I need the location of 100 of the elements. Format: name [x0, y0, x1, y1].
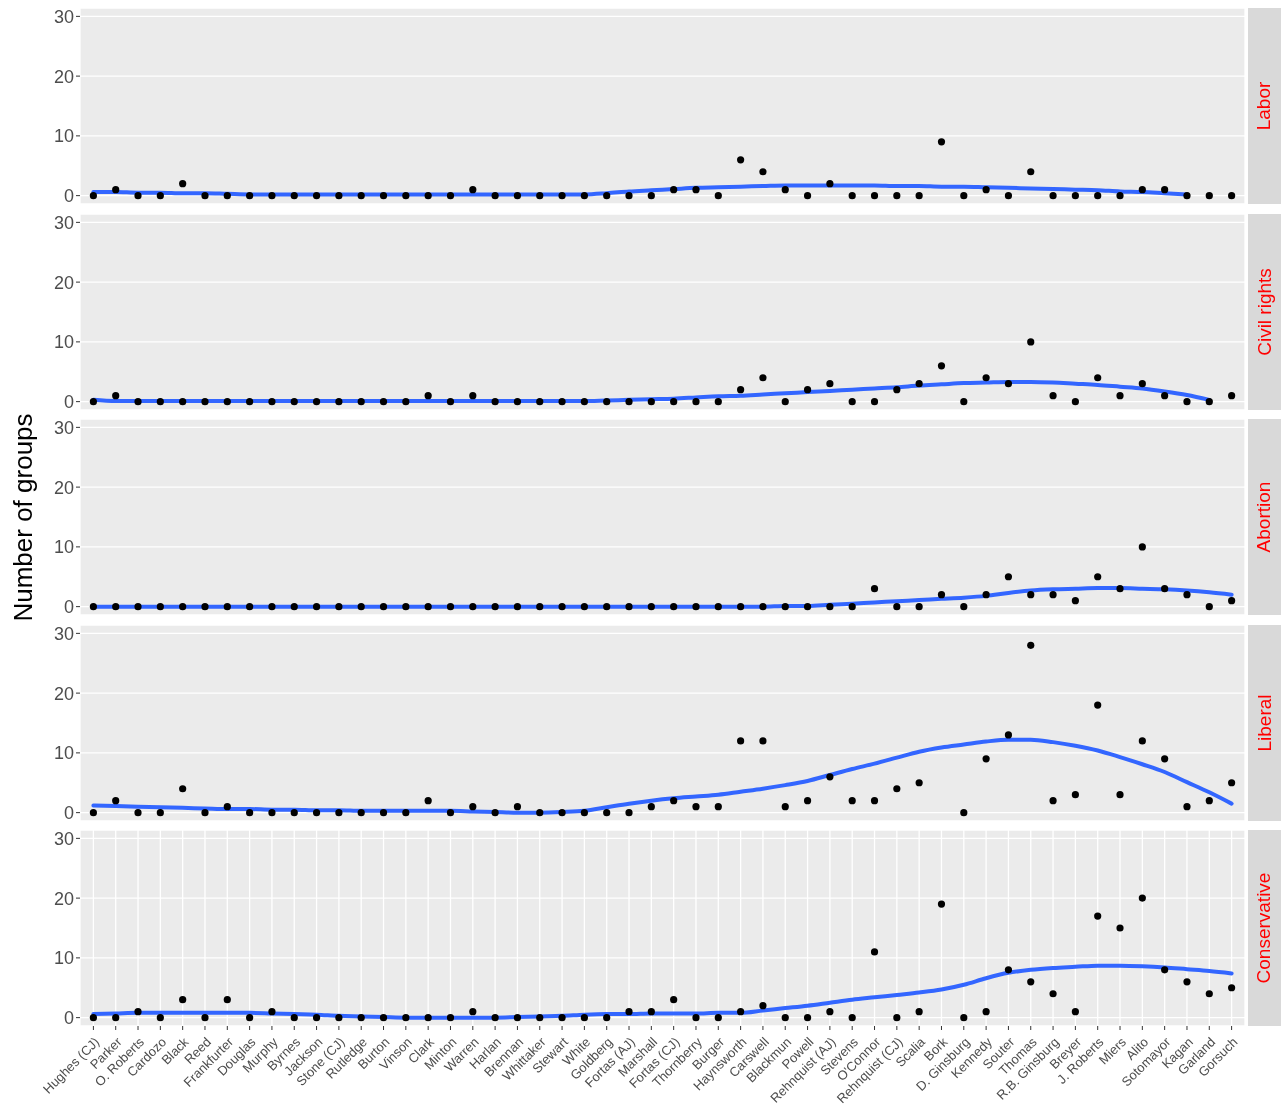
point	[893, 784, 901, 792]
point	[603, 808, 611, 816]
point	[312, 603, 321, 611]
point	[156, 192, 164, 200]
point	[223, 996, 231, 1004]
y-tick-label: 30	[53, 417, 74, 438]
point	[915, 1008, 923, 1016]
point	[803, 385, 812, 393]
point	[290, 192, 298, 200]
point	[647, 1008, 655, 1016]
point	[1228, 597, 1236, 605]
point	[1071, 1008, 1079, 1016]
point	[1183, 397, 1191, 405]
point	[1138, 894, 1146, 902]
point	[268, 808, 276, 816]
point	[1094, 912, 1102, 920]
point	[156, 397, 164, 405]
y-axis-title: Number of groups	[7, 412, 39, 622]
point	[670, 186, 678, 194]
point	[647, 397, 655, 405]
point	[1027, 337, 1035, 345]
point	[513, 1014, 522, 1022]
y-tick-label: 10	[53, 948, 74, 969]
y-tick-label: 10	[53, 331, 74, 352]
point	[692, 603, 700, 611]
point	[223, 802, 231, 810]
point	[89, 1014, 97, 1022]
y-tick-label: 0	[63, 186, 74, 207]
point	[759, 1002, 767, 1010]
point	[1138, 186, 1146, 194]
point	[446, 1014, 455, 1022]
point	[714, 802, 722, 810]
point	[893, 603, 901, 611]
point	[1027, 591, 1035, 599]
point	[89, 808, 97, 816]
point	[1205, 990, 1213, 998]
point	[357, 603, 365, 611]
point	[379, 1014, 388, 1022]
point	[870, 397, 879, 405]
point	[1004, 379, 1013, 387]
point	[1205, 603, 1213, 611]
point	[1161, 585, 1169, 593]
text: Conservative	[1253, 872, 1276, 984]
point	[246, 192, 254, 200]
point	[759, 168, 767, 176]
point	[312, 192, 321, 200]
point	[201, 1014, 209, 1022]
point	[268, 1008, 276, 1016]
point	[402, 397, 410, 405]
point	[89, 603, 97, 611]
point	[513, 397, 522, 405]
point	[134, 603, 142, 611]
point	[424, 391, 432, 399]
point	[692, 1014, 700, 1022]
point	[112, 1014, 120, 1022]
point	[870, 948, 879, 956]
point	[937, 138, 946, 146]
point	[960, 603, 968, 611]
point	[759, 373, 767, 381]
point	[826, 603, 834, 611]
point	[580, 1014, 588, 1022]
y-tick-label: 10	[53, 742, 74, 763]
point	[1228, 984, 1236, 992]
point	[1205, 397, 1213, 405]
point	[201, 192, 209, 200]
point	[379, 808, 388, 816]
point	[893, 1014, 901, 1022]
point	[781, 186, 789, 194]
point	[625, 397, 633, 405]
point	[379, 192, 388, 200]
point	[737, 156, 745, 164]
point	[312, 1014, 321, 1022]
point	[246, 1014, 254, 1022]
point	[558, 397, 566, 405]
point	[848, 796, 856, 804]
point	[335, 603, 343, 611]
point	[848, 397, 856, 405]
point	[491, 603, 499, 611]
point	[335, 808, 343, 816]
point	[1027, 978, 1035, 986]
point	[1183, 802, 1191, 810]
point	[223, 192, 231, 200]
y-tick-label: 0	[63, 597, 74, 618]
point	[1071, 397, 1079, 405]
point	[937, 591, 946, 599]
point	[937, 900, 946, 908]
point	[558, 1014, 566, 1022]
point	[625, 192, 633, 200]
y-tick-label: 20	[53, 888, 74, 909]
point	[424, 192, 432, 200]
point	[1049, 192, 1057, 200]
point	[1138, 736, 1146, 745]
point	[781, 1014, 789, 1022]
point	[647, 603, 655, 611]
point	[893, 192, 901, 200]
point	[268, 192, 276, 200]
point	[647, 192, 655, 200]
point	[848, 192, 856, 200]
point	[112, 391, 120, 399]
point	[246, 808, 254, 816]
